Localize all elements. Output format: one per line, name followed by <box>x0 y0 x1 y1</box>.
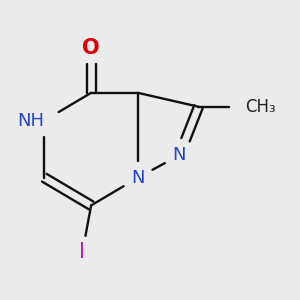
Text: N: N <box>131 169 145 187</box>
Text: CH₃: CH₃ <box>245 98 276 116</box>
Text: O: O <box>82 38 100 58</box>
Text: I: I <box>80 242 85 262</box>
Text: N: N <box>173 146 186 164</box>
Text: NH: NH <box>17 112 44 130</box>
